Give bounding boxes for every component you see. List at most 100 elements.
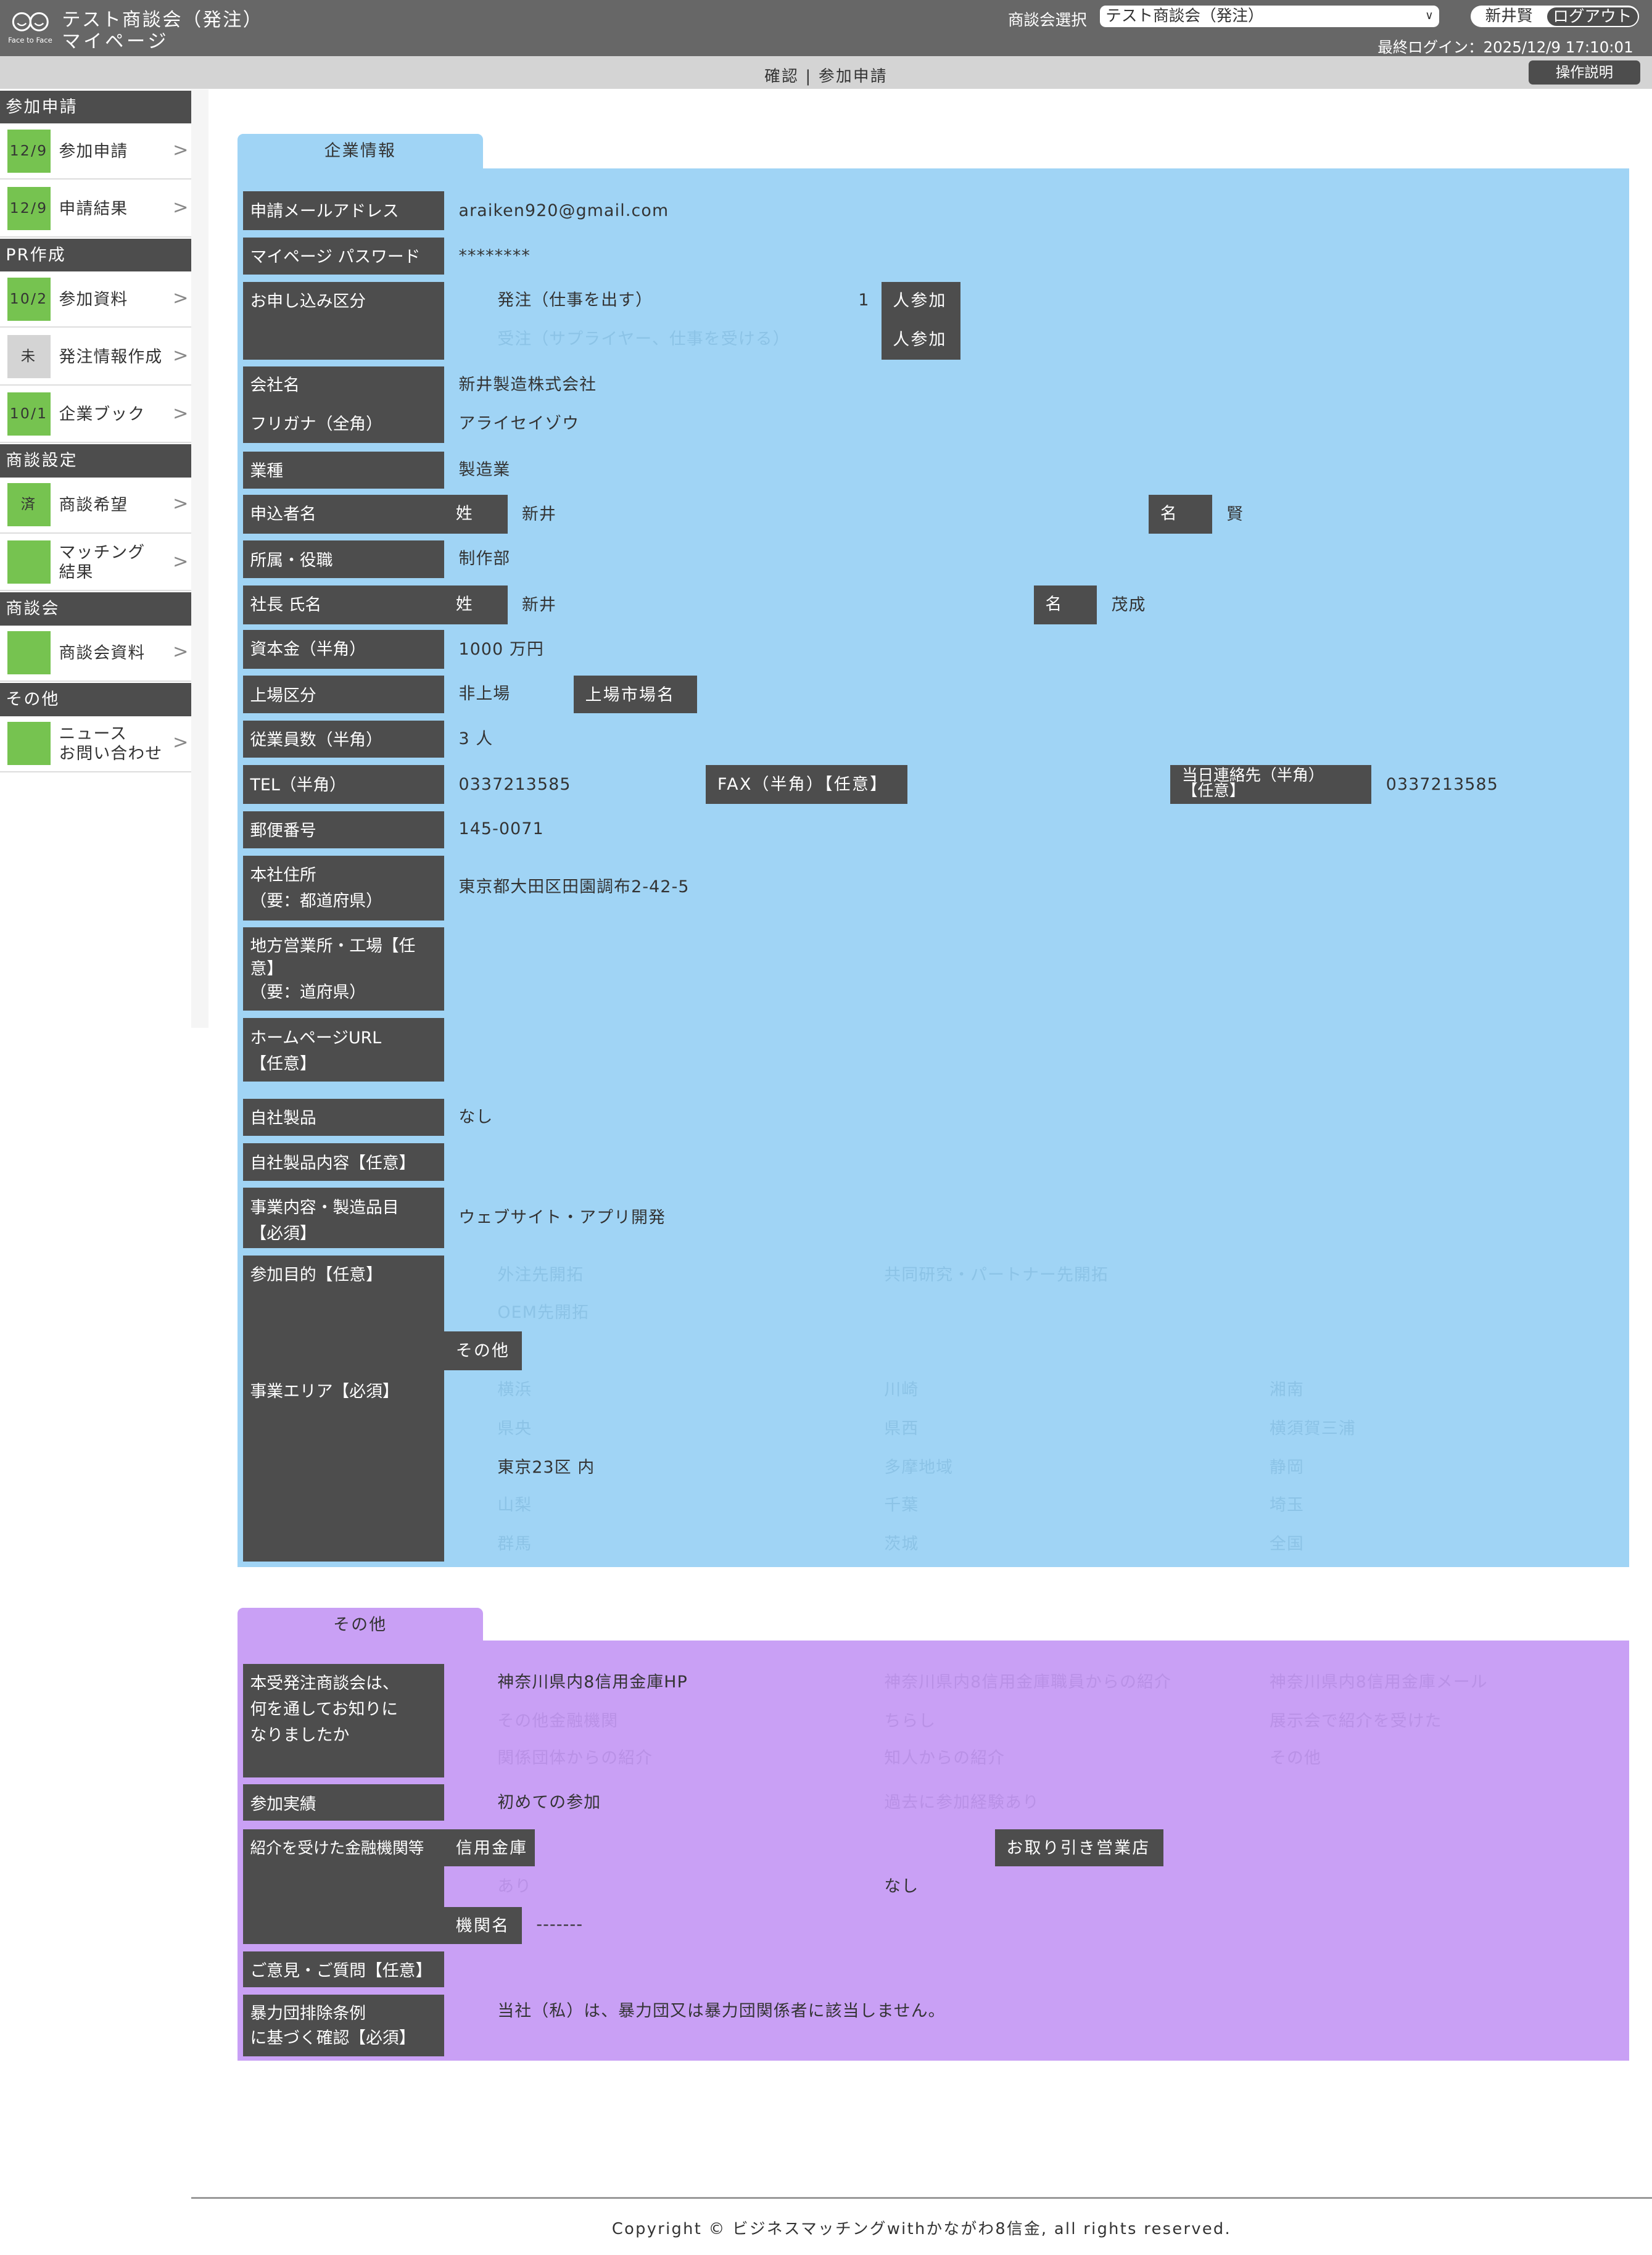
bank-yes-option: あり <box>497 1876 532 1896</box>
employees-value: 3 人 <box>458 729 494 748</box>
president-sei: 新井 <box>522 595 556 614</box>
market-label: 上場市場名 <box>573 676 698 714</box>
label-tel: TEL（半角） <box>242 764 445 804</box>
app-subtitle: マイページ <box>62 30 170 52</box>
sub-bar: 確認 | 参加申請 操作説明 <box>0 56 1652 89</box>
president-mei: 茂成 <box>1111 595 1146 614</box>
sidebar-item[interactable]: 10/1 企業ブック > <box>0 386 191 443</box>
persons-label: 人参加 <box>893 291 947 310</box>
sidebar-item[interactable]: 10/2 参加資料 > <box>0 271 191 328</box>
label-branch: 地方営業所・工場【任意】 （要：道府県） <box>242 927 445 1011</box>
option-item: 展示会で紹介を受けた <box>1270 1711 1442 1731</box>
sidebar-item[interactable]: 12/9 申請結果 > <box>0 181 191 238</box>
type-order: 発注（仕事を出す） <box>497 290 653 310</box>
label-capital: 資本金（半角） <box>242 629 445 669</box>
label-applicant: 申込者名 <box>242 494 445 534</box>
applicant-sei: 新井 <box>522 505 556 524</box>
chevron-right-icon: > <box>172 288 189 310</box>
mei-box: 名 <box>1149 494 1212 534</box>
sidebar-section-title: PR作成 <box>0 238 191 272</box>
option-item: 神奈川県内8信用金庫HP <box>497 1672 688 1692</box>
face-to-face-logo-icon <box>12 12 49 31</box>
password-value: ******** <box>458 246 531 265</box>
label-address: 本社住所 （要：都道府県） <box>242 855 445 921</box>
option-item: 初めての参加 <box>497 1793 601 1813</box>
label-purpose: 参加目的【任意】 <box>250 1265 382 1285</box>
chevron-right-icon: > <box>172 139 189 162</box>
label-opinion: ご意見・ご質問【任意】 <box>242 1951 445 1988</box>
chevron-right-icon: > <box>172 732 189 754</box>
label-type: お申し込み区分 <box>242 281 445 360</box>
option-item: 多摩地域 <box>884 1458 954 1478</box>
address-value: 東京都大田区田園調布2-42-5 <box>458 877 690 896</box>
status-badge <box>7 631 51 675</box>
org-value: ------- <box>536 1915 584 1935</box>
status-badge: 12/9 <box>7 186 51 230</box>
label-zip: 郵便番号 <box>242 811 445 849</box>
label-product-detail: 自社製品内容【任意】 <box>242 1143 445 1181</box>
option-item: 山梨 <box>497 1495 532 1515</box>
sei-box: 姓 <box>444 585 508 624</box>
product-value: なし <box>458 1107 494 1127</box>
status-badge <box>7 540 51 584</box>
sidebar-item-label: 商談会資料 <box>59 643 146 663</box>
option-item: 横須賀三浦 <box>1270 1419 1356 1439</box>
event-select[interactable]: テスト商談会（発注） ∨ <box>1099 6 1440 28</box>
kana-value: アライセイゾウ <box>458 414 580 434</box>
top-header: Face to Face テスト商談会（発注） マイページ 商談会選択 テスト商… <box>0 0 1652 56</box>
option-item: 川崎 <box>884 1380 919 1400</box>
listing-value: 非上場 <box>458 684 511 704</box>
chevron-right-icon: > <box>172 493 189 515</box>
type-order-count: 1 <box>858 290 870 310</box>
logo-text: Face to Face <box>8 36 52 45</box>
option-item: 神奈川県内8信用金庫職員からの紹介 <box>884 1672 1171 1692</box>
sidebar-section-title: 参加申請 <box>0 90 191 124</box>
logout-button[interactable]: ログアウト <box>1547 7 1638 26</box>
chevron-right-icon: > <box>172 345 189 367</box>
label-area: 事業エリア【必須】 <box>250 1382 399 1402</box>
sei-box: 姓 <box>444 494 508 534</box>
option-item: 神奈川県内8信用金庫メール <box>1270 1672 1488 1692</box>
option-item: 東京23区 内 <box>497 1458 595 1478</box>
sidebar-strip <box>191 89 209 1028</box>
sidebar-item[interactable]: 12/9 参加申請 > <box>0 123 191 180</box>
option-item: 県央 <box>497 1419 532 1439</box>
status-badge: 10/2 <box>7 277 51 321</box>
zip-value: 145-0071 <box>458 819 544 839</box>
option-item: 茨城 <box>884 1534 919 1554</box>
bank-no-option: なし <box>884 1876 919 1896</box>
footer-divider <box>191 2197 1652 2199</box>
tab-company-info[interactable]: 企業情報 <box>237 133 484 168</box>
branch-label-box: お取り引き営業店 <box>994 1829 1163 1867</box>
option-item: 横浜 <box>497 1380 532 1400</box>
label-business: 事業内容・製造品目 【必須】 <box>242 1188 445 1249</box>
sidebar-item-label: 企業ブック <box>59 405 146 424</box>
industry-value: 製造業 <box>458 460 511 479</box>
sidebar-item[interactable]: マッチング 結果 > <box>0 535 191 591</box>
option-item: その他金融機関 <box>497 1711 619 1731</box>
option-item: OEM先開拓 <box>497 1302 589 1322</box>
sidebar-item[interactable]: ニュース お問い合わせ > <box>0 716 191 772</box>
sidebar-item[interactable]: 商談会資料 > <box>0 625 191 682</box>
chevron-down-icon: ∨ <box>1425 9 1434 23</box>
option-item: 湘南 <box>1270 1380 1304 1400</box>
sidebar-item-label: マッチング 結果 <box>59 542 146 582</box>
sidebar-section-title: 商談会 <box>0 592 191 626</box>
option-item: 静岡 <box>1270 1458 1304 1478</box>
breadcrumb: 確認 | 参加申請 <box>764 67 888 86</box>
sidebar-item[interactable]: 未発注情報作成 > <box>0 329 191 386</box>
sidebar-item[interactable]: 済商談希望 > <box>0 477 191 534</box>
tab-other[interactable]: その他 <box>237 1607 484 1642</box>
applicant-mei: 賢 <box>1226 505 1244 524</box>
label-listing: 上場区分 <box>242 676 445 714</box>
help-button[interactable]: 操作説明 <box>1528 60 1641 85</box>
dept-value: 制作部 <box>458 549 511 569</box>
sidebar-item-label: 発注情報作成 <box>59 347 163 366</box>
type-supply: 受注（サプライヤー、仕事を受ける） <box>497 329 790 349</box>
sidebar-item-label: ニュース お問い合わせ <box>59 724 163 764</box>
sidebar-item-label: 参加申請 <box>59 141 128 161</box>
copyright: Copyright © ビジネスマッチングwithかながわ8信金, all ri… <box>611 2219 1231 2238</box>
label-history: 参加実績 <box>242 1784 445 1821</box>
label-bank: 紹介を受けた金融機関等 <box>242 1829 445 1945</box>
label-password: マイページ パスワード <box>242 237 445 275</box>
